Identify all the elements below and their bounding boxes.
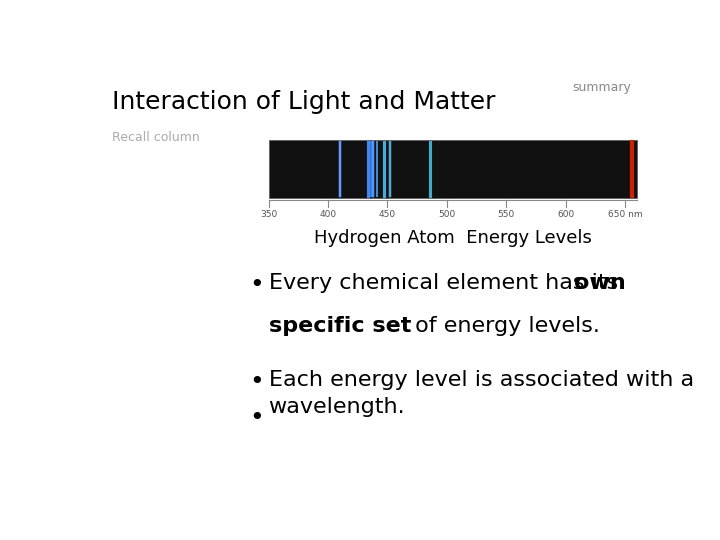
Text: Recall column: Recall column [112, 131, 200, 144]
Text: of energy levels.: of energy levels. [408, 316, 600, 336]
Text: 350: 350 [260, 210, 277, 219]
Text: Each energy level is associated with a
wavelength.: Each energy level is associated with a w… [269, 370, 693, 417]
Text: 550: 550 [498, 210, 515, 219]
Text: •: • [249, 370, 264, 394]
Text: •: • [249, 273, 264, 296]
Text: 500: 500 [438, 210, 455, 219]
Text: 600: 600 [557, 210, 574, 219]
Text: 450: 450 [379, 210, 396, 219]
Text: Every chemical element has its: Every chemical element has its [269, 273, 625, 293]
Text: summary: summary [572, 82, 631, 94]
Text: Hydrogen Atom  Energy Levels: Hydrogen Atom Energy Levels [314, 229, 592, 247]
Text: 650 nm: 650 nm [608, 210, 642, 219]
Text: Interaction of Light and Matter: Interaction of Light and Matter [112, 90, 496, 114]
Text: own: own [575, 273, 626, 293]
Text: specific set: specific set [269, 316, 411, 336]
Text: •: • [249, 406, 264, 430]
Text: 400: 400 [320, 210, 336, 219]
Bar [269, 140, 636, 198]
